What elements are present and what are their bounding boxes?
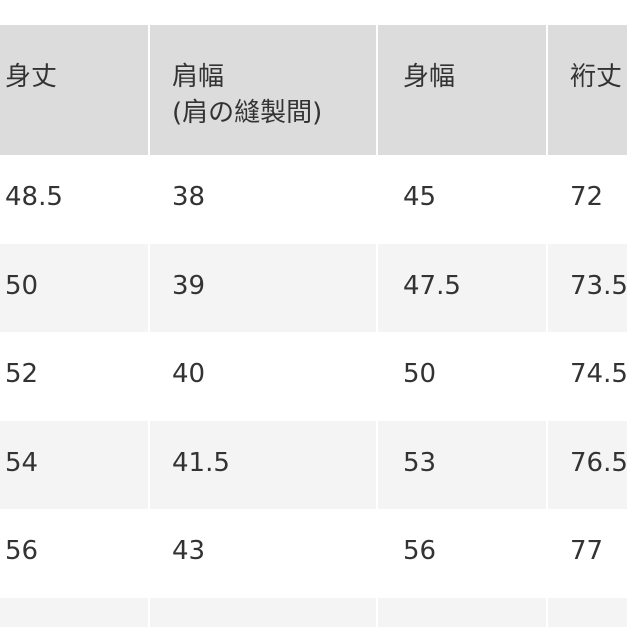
body-cell xyxy=(0,597,148,627)
body-cell: 48.5 xyxy=(0,155,148,244)
header-cell: 身幅 xyxy=(378,25,546,155)
cell-text: 43 xyxy=(172,536,206,566)
cell-text: 40 xyxy=(172,359,206,389)
body-cell: 74.5 xyxy=(548,332,627,421)
cell-text: 身丈 xyxy=(5,62,58,92)
body-cell: 50 xyxy=(0,243,148,332)
cell-text: 76.5 xyxy=(570,447,627,478)
body-cell: 47.5 xyxy=(378,243,546,332)
cell-text: 裄丈 xyxy=(570,62,623,92)
cell-text: 56 xyxy=(403,536,437,566)
body-cell xyxy=(150,597,376,627)
header-cell: 裄丈 xyxy=(548,25,627,155)
cell-text: 50 xyxy=(403,359,437,389)
cell-text: 45 xyxy=(403,182,437,212)
header-cell: 肩幅 (肩の縫製間) xyxy=(150,25,376,155)
cell-text: (肩の縫製間) xyxy=(172,98,323,128)
cell-text: 74.5 xyxy=(570,359,627,389)
cell-text: 50 xyxy=(5,270,39,301)
body-cell: 43 xyxy=(150,509,376,598)
cell-text: 52 xyxy=(5,359,39,389)
cell-text: 72 xyxy=(570,182,604,212)
body-cell: 72 xyxy=(548,155,627,244)
body-cell: 73.5 xyxy=(548,243,627,332)
body-cell: 39 xyxy=(150,243,376,332)
body-cell: 56 xyxy=(0,509,148,598)
cell-text: 73.5 xyxy=(570,270,627,301)
cell-text: 肩幅 xyxy=(172,62,225,92)
cell-text: 54 xyxy=(5,447,39,478)
body-cell xyxy=(548,597,627,627)
cell-text: 41.5 xyxy=(172,447,230,478)
cell-text: 38 xyxy=(172,182,206,212)
cell-text: 53 xyxy=(403,447,437,478)
cell-text: 39 xyxy=(172,270,206,301)
body-cell: 53 xyxy=(378,420,546,509)
body-cell: 56 xyxy=(378,509,546,598)
body-cell: 41.5 xyxy=(150,420,376,509)
body-cell: 45 xyxy=(378,155,546,244)
body-cell: 76.5 xyxy=(548,420,627,509)
body-cell: 54 xyxy=(0,420,148,509)
body-cell: 40 xyxy=(150,332,376,421)
cell-text: 身幅 xyxy=(403,62,456,92)
body-cell: 38 xyxy=(150,155,376,244)
body-cell: 50 xyxy=(378,332,546,421)
body-cell: 77 xyxy=(548,509,627,598)
cell-text: 47.5 xyxy=(403,270,461,301)
body-cell: 52 xyxy=(0,332,148,421)
cell-text: 56 xyxy=(5,536,39,566)
cell-text: 77 xyxy=(570,536,604,566)
cell-text: 48.5 xyxy=(5,182,63,212)
header-cell: 身丈 xyxy=(0,25,148,155)
body-cell xyxy=(378,597,546,627)
